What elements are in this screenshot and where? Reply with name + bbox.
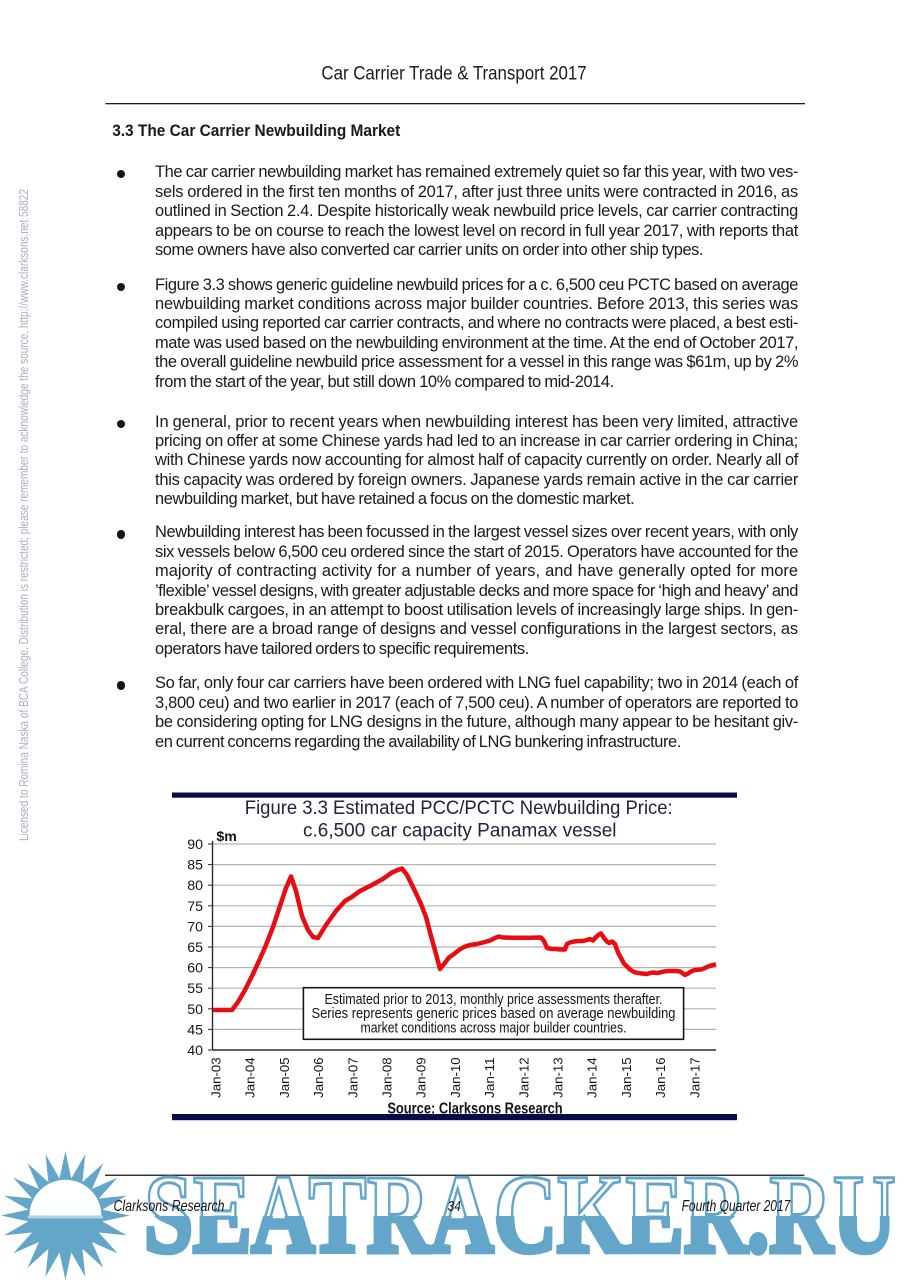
svg-text:Jan-10: Jan-10 xyxy=(448,1057,463,1098)
svg-text:90: 90 xyxy=(187,837,203,853)
svg-text:Jan-03: Jan-03 xyxy=(209,1057,224,1098)
svg-text:Clarksons Research: Clarksons Research xyxy=(114,1198,225,1215)
svg-text:Jan-07: Jan-07 xyxy=(345,1057,360,1098)
svg-text:Jan-17: Jan-17 xyxy=(687,1057,702,1098)
svg-text:Fourth Quarter 2017: Fourth Quarter 2017 xyxy=(682,1198,792,1215)
svg-text:50: 50 xyxy=(187,1002,203,1018)
svg-text:60: 60 xyxy=(187,961,203,977)
svg-text:Series represents generic pric: Series represents generic prices based o… xyxy=(312,1006,676,1022)
svg-text:SEATRACKER.RU: SEATRACKER.RU xyxy=(144,1153,896,1277)
svg-text:70: 70 xyxy=(187,919,203,935)
svg-text:Jan-04: Jan-04 xyxy=(243,1057,258,1098)
svg-text:Licensed to Romina Naska of BC: Licensed to Romina Naska of BCA College.… xyxy=(16,189,31,841)
svg-text:Car Carrier Trade & Transport: Car Carrier Trade & Transport 2017 xyxy=(321,63,586,84)
svg-text:Jan-15: Jan-15 xyxy=(619,1057,634,1098)
svg-text:SEATRACKER.RU: SEATRACKER.RU xyxy=(144,1153,896,1277)
svg-text:65: 65 xyxy=(187,940,203,956)
svg-text:Estimated prior to 2013, month: Estimated prior to 2013, monthly price a… xyxy=(325,992,663,1008)
svg-text:Jan-12: Jan-12 xyxy=(516,1057,531,1098)
svg-text:85: 85 xyxy=(187,858,203,874)
svg-text:Figure 3.3 Estimated PCC/PCTC: Figure 3.3 Estimated PCC/PCTC Newbuildin… xyxy=(245,798,673,819)
svg-text:80: 80 xyxy=(187,878,203,894)
svg-text:55: 55 xyxy=(187,981,203,997)
svg-text:Jan-13: Jan-13 xyxy=(551,1057,566,1098)
svg-text:$m: $m xyxy=(216,828,236,844)
svg-text:Jan-11: Jan-11 xyxy=(482,1057,497,1098)
svg-text:Jan-16: Jan-16 xyxy=(653,1057,668,1098)
svg-text:Jan-08: Jan-08 xyxy=(380,1057,395,1098)
svg-text:c.6,500 car capacity Panamax v: c.6,500 car capacity Panamax vessel xyxy=(303,820,617,841)
svg-text:market conditions across major: market conditions across major builder c… xyxy=(361,1020,627,1036)
svg-text:Jan-06: Jan-06 xyxy=(311,1057,326,1098)
svg-text:Source: Clarksons Research: Source: Clarksons Research xyxy=(387,1100,562,1117)
svg-text:Jan-14: Jan-14 xyxy=(585,1057,600,1098)
svg-text:3.3 The Car Carrier Newbuildin: 3.3 The Car Carrier Newbuilding Market xyxy=(112,121,400,140)
svg-text:34: 34 xyxy=(448,1199,461,1215)
svg-text:75: 75 xyxy=(187,899,203,915)
svg-text:Jan-05: Jan-05 xyxy=(277,1057,292,1098)
svg-text:40: 40 xyxy=(187,1043,203,1059)
svg-text:45: 45 xyxy=(187,1022,203,1038)
svg-text:Jan-09: Jan-09 xyxy=(414,1057,429,1098)
